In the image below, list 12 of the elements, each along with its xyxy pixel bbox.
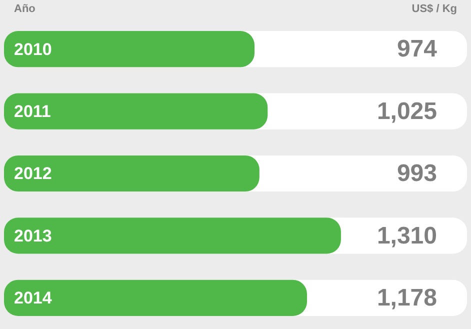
y-tick-label: 2013 xyxy=(14,226,52,246)
text: US$ / Kg xyxy=(412,3,457,15)
data-label: 1,178 xyxy=(376,284,437,312)
data-label: 993 xyxy=(396,160,437,188)
y-tick-label: 2010 xyxy=(14,40,52,59)
y-tick-label: 2014 xyxy=(14,288,52,308)
data-label: 1,310 xyxy=(376,222,437,250)
y-tick-label: 2011 xyxy=(14,102,51,121)
text: Año xyxy=(14,3,36,15)
data-label: 974 xyxy=(396,36,438,63)
data-label: 1,025 xyxy=(376,98,437,125)
y-tick-label: 2012 xyxy=(14,164,52,184)
